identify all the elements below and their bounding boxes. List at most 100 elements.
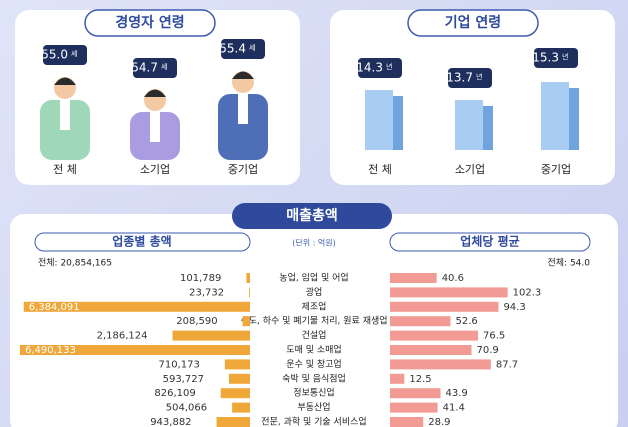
left-total: 전체: 20,854,165 [38, 258, 112, 269]
left-value: 2,186,124 [97, 331, 148, 342]
shirt [150, 112, 160, 142]
category: 농업, 임업 및 어업 [279, 272, 348, 284]
unit: 세 [71, 49, 77, 58]
label: 전 체 [368, 163, 392, 176]
left-value: 6,384,091 [29, 302, 80, 313]
suit [218, 94, 268, 160]
left-bar [246, 273, 250, 283]
sales-title: 매출총액 [286, 207, 338, 224]
right-value: 52.6 [455, 316, 477, 327]
left-bar [232, 402, 250, 413]
unit: 년 [476, 72, 482, 81]
right-value: 102.3 [513, 287, 542, 298]
company-title: 기업 연령 [445, 15, 501, 31]
value: 14.3 [356, 61, 383, 75]
right-bar [390, 388, 441, 399]
sub-pill [389, 232, 591, 252]
left-value: 23,732 [189, 287, 224, 298]
category: 전문, 과학 및 기술 서비스업 [261, 416, 366, 427]
value-bubble [358, 58, 402, 78]
label: 소기업 [455, 163, 485, 176]
category: 수도, 하수 및 폐기물 처리, 원료 재생업 [240, 315, 387, 327]
value: 13.7 [446, 71, 473, 85]
right-value: 28.9 [428, 417, 450, 427]
left-title: 업종별 총액 [112, 234, 171, 249]
value-bubble [448, 68, 492, 88]
title-pill [407, 9, 539, 37]
label: 중기업 [541, 163, 571, 176]
right-bar [390, 345, 472, 355]
left-bar [23, 301, 250, 312]
building-side [393, 96, 403, 150]
left-value: 208,590 [176, 316, 217, 327]
building [365, 90, 393, 150]
unit-note: (단위 : 억원) [292, 238, 335, 248]
building [541, 82, 569, 150]
hair [232, 71, 254, 79]
unit: 세 [161, 62, 167, 71]
hair [144, 89, 166, 97]
value: 15.3 [532, 51, 559, 65]
sub-pill [34, 232, 251, 252]
right-bar [390, 273, 437, 283]
title-pill [84, 9, 216, 37]
category: 정보통신업 [293, 388, 334, 399]
right-bar [390, 316, 451, 327]
shirt [238, 94, 248, 124]
value-bubble [534, 48, 578, 68]
unit: 년 [386, 62, 392, 71]
category: 운수 및 창고업 [286, 358, 341, 370]
right-value: 76.5 [483, 331, 505, 342]
left-value: 6,490,133 [25, 345, 76, 356]
label: 중기업 [228, 163, 258, 176]
right-value: 70.9 [477, 345, 499, 356]
left-value: 101,789 [180, 273, 221, 284]
building [455, 100, 483, 150]
left-bar [220, 388, 250, 399]
category: 부동산업 [297, 402, 330, 413]
building-side [569, 88, 579, 150]
shirt [60, 100, 70, 130]
value: 55.4 [219, 42, 246, 56]
left-value: 943,882 [150, 417, 191, 427]
left-value: 504,066 [166, 403, 207, 414]
left-bar [224, 359, 250, 370]
right-value: 94.3 [503, 302, 525, 313]
right-bar [390, 417, 424, 427]
hair [54, 77, 76, 85]
left-value: 593,727 [163, 374, 204, 385]
unit: 세 [249, 43, 255, 52]
left-bar [20, 345, 250, 355]
right-bar [390, 301, 499, 312]
right-value: 43.9 [445, 388, 467, 399]
label: 소기업 [140, 163, 170, 176]
right-bar [390, 402, 438, 413]
ceo-title: 경영자 연령 [115, 14, 184, 31]
label: 전 체 [53, 163, 77, 176]
right-bar [390, 330, 478, 341]
category: 건설업 [302, 330, 327, 341]
title-pill [232, 203, 392, 229]
value-bubble [221, 39, 265, 59]
left-bar [249, 287, 250, 298]
category: 광업 [306, 286, 323, 298]
unit: 년 [562, 52, 568, 61]
right-value: 41.4 [443, 403, 465, 414]
value: 54.7 [131, 61, 158, 75]
right-value: 12.5 [409, 374, 431, 385]
right-bar [390, 373, 405, 384]
sales-card [10, 214, 618, 427]
category: 도매 및 소매업 [286, 344, 341, 356]
right-bar [390, 359, 491, 370]
category: 숙박 및 음식점업 [282, 372, 346, 384]
category: 제조업 [302, 301, 327, 312]
left-bar [216, 417, 250, 427]
left-bar [228, 373, 250, 384]
building-side [483, 106, 493, 150]
right-bar [390, 287, 508, 298]
left-bar [172, 330, 250, 341]
left-value: 826,109 [154, 388, 195, 399]
value-bubble [43, 45, 87, 65]
